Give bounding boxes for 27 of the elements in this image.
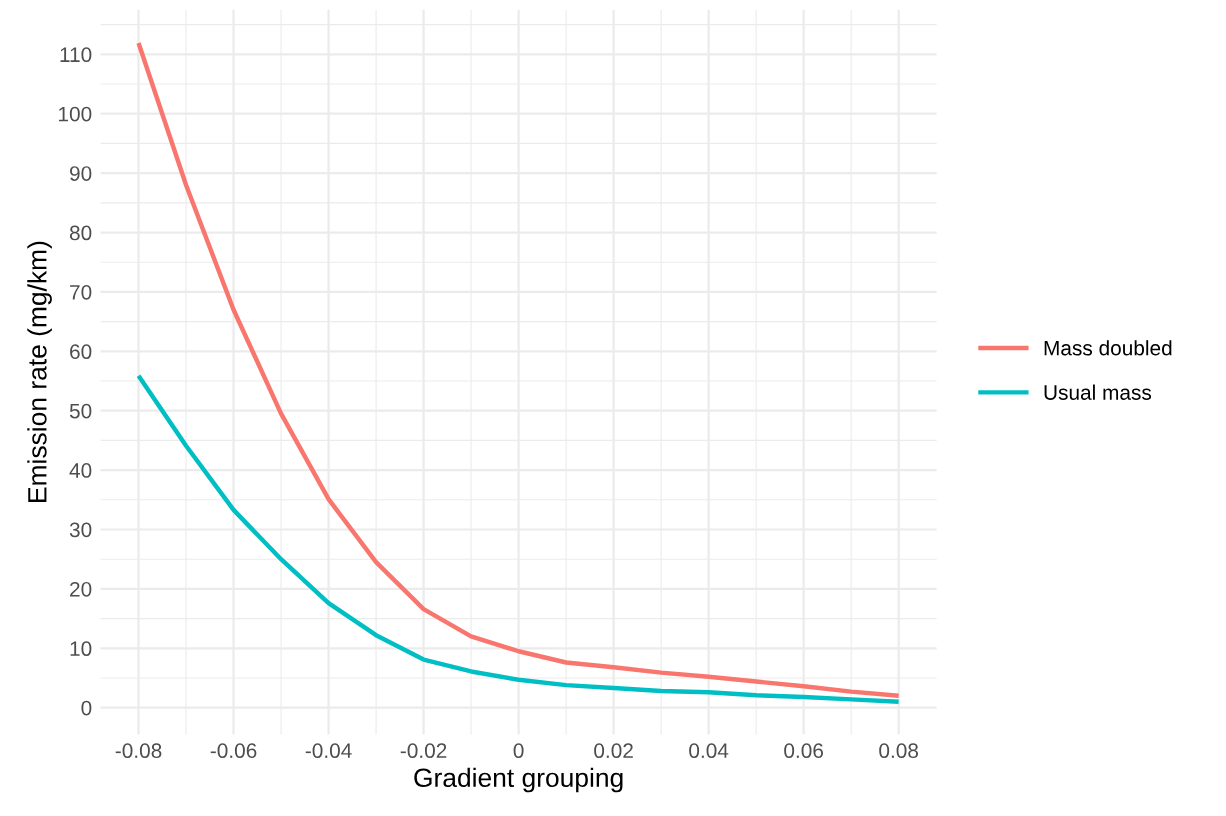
x-tick-label: 0.02 (594, 743, 633, 759)
y-tick-label: 80 (69, 225, 92, 241)
x-tick-label: 0.04 (689, 743, 729, 759)
x-tick-label: 0.08 (879, 743, 919, 759)
x-tick-label: 0.06 (784, 743, 823, 759)
y-tick-label: 40 (69, 463, 92, 478)
y-tick-label: 90 (70, 166, 92, 181)
x-tick-label: -0.02 (400, 743, 447, 759)
y-tick-label: 10 (70, 641, 92, 657)
y-tick-label: 70 (70, 284, 92, 300)
y-tick-label: 100 (59, 106, 92, 122)
legend-label: Mass doubled (1044, 340, 1172, 356)
x-tick-label: -0.04 (305, 743, 352, 759)
line-series (136, 373, 901, 704)
x-tick-label: -0.08 (115, 743, 162, 759)
legend-label: Usual mass (1044, 384, 1152, 400)
x-axis-title: Gradient grouping (414, 767, 623, 793)
y-tick-label: 110 (60, 47, 92, 63)
x-tick-label: 0 (513, 743, 524, 759)
y-tick-label: 0 (81, 700, 92, 716)
y-tick-label: 20 (70, 581, 92, 597)
y-tick-label: 60 (70, 344, 92, 360)
x-tick-label: -0.06 (210, 743, 257, 759)
line-series (136, 40, 901, 699)
y-tick-label: 50 (69, 403, 92, 419)
y-axis-title: Emission rate (mg/km) (27, 241, 52, 502)
y-tick-label: 30 (69, 522, 92, 538)
